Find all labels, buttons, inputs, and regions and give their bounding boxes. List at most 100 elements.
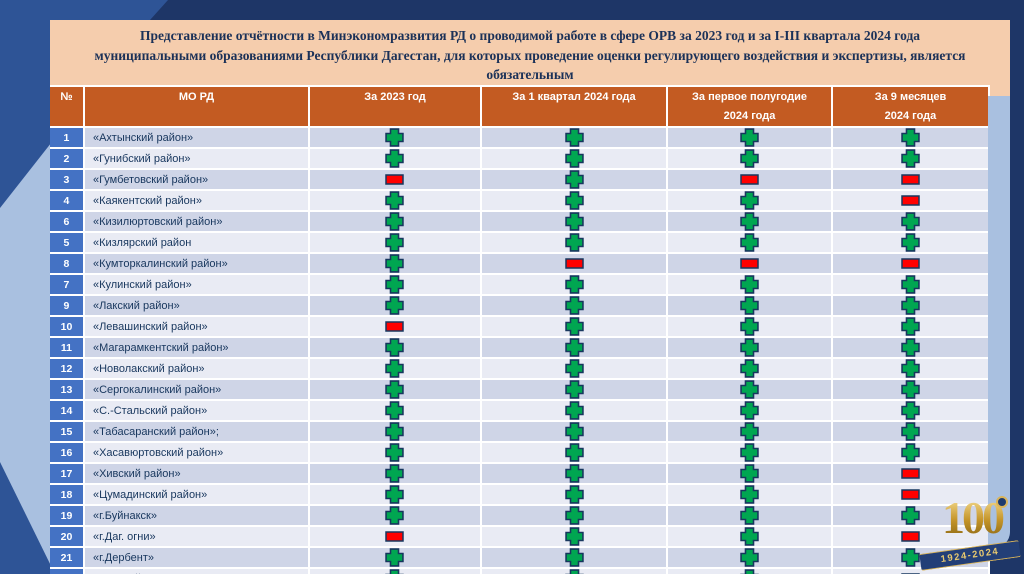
status-cell-9m-2024: [832, 527, 990, 546]
status-plus-icon: [564, 317, 584, 336]
status-plus-icon: [740, 317, 759, 336]
status-plus-icon: [564, 485, 584, 504]
status-minus-icon: [385, 531, 405, 542]
status-cell-h1-2024: [668, 401, 833, 420]
status-cell-9m-2024: [832, 191, 990, 210]
column-header-h1-2024: За первое полугодие 2024 года: [668, 87, 833, 126]
status-plus-icon: [385, 485, 405, 504]
title-box: Представление отчётности в Минэкономразв…: [50, 20, 1010, 96]
status-cell-9m-2024: [832, 569, 990, 574]
municipality-name: «Лакский район»: [84, 296, 310, 315]
slide-title: Представление отчётности в Минэкономразв…: [94, 28, 966, 83]
status-plus-icon: [564, 569, 584, 574]
header-line-2: 2024 года: [723, 110, 776, 122]
status-plus-icon: [385, 548, 405, 567]
status-cell-9m-2024: [832, 317, 990, 336]
status-cell-h1-2024: [668, 506, 833, 525]
table-row: 3 «Гумбетовский район»: [50, 170, 990, 191]
row-number: 8: [50, 254, 85, 273]
status-cell-h1-2024: [668, 380, 833, 399]
status-cell-9m-2024: [832, 338, 990, 357]
status-cell-9m-2024: [832, 401, 990, 420]
municipality-name: «Кизлярский район: [84, 233, 310, 252]
status-cell-9m-2024: [832, 464, 990, 483]
table-row: 21 «г.Дербент»: [50, 548, 990, 569]
status-plus-icon: [385, 464, 405, 483]
status-minus-icon: [564, 258, 584, 269]
status-plus-icon: [740, 569, 759, 574]
column-header-mo-rd: МО РД: [85, 87, 310, 126]
status-plus-icon: [564, 464, 584, 483]
municipality-name: «Кулинский район»: [84, 275, 310, 294]
status-plus-icon: [901, 548, 920, 567]
status-cell-q1-2024: [482, 527, 669, 546]
row-number: 7: [50, 275, 85, 294]
column-header-m9-2024: За 9 месяцев 2024 года: [833, 87, 990, 126]
table-row: 18 «Цумадинский район»: [50, 485, 990, 506]
status-cell-h1-2024: [668, 149, 833, 168]
status-plus-icon: [385, 191, 405, 210]
logo-emblem-icon: [996, 496, 1008, 508]
centenary-logo: 100 1924-2024: [919, 495, 1021, 572]
municipality-name: «Гунибский район»: [84, 149, 310, 168]
status-cell-q1-2024: [482, 254, 669, 273]
status-cell-q1-2024: [482, 380, 669, 399]
row-number: 12: [50, 359, 85, 378]
table-row: 22 «г.Каспийск»: [50, 569, 990, 574]
table-row: 12 «Новолакский район»: [50, 359, 990, 380]
status-cell-q1-2024: [482, 443, 669, 462]
municipality-name: «Гумбетовский район»: [84, 170, 310, 189]
status-plus-icon: [564, 359, 584, 378]
status-cell-2023: [309, 128, 482, 147]
status-cell-2023: [309, 170, 482, 189]
status-minus-icon: [901, 174, 920, 185]
status-cell-2023: [309, 191, 482, 210]
status-cell-q1-2024: [482, 233, 669, 252]
status-plus-icon: [564, 548, 584, 567]
status-plus-icon: [901, 233, 920, 252]
status-cell-q1-2024: [482, 128, 669, 147]
status-plus-icon: [564, 233, 584, 252]
municipality-name: «Ахтынский район»: [84, 128, 310, 147]
row-number: 14: [50, 401, 85, 420]
table-row: 8 «Кумторкалинский район»: [50, 254, 990, 275]
status-cell-h1-2024: [668, 317, 833, 336]
status-cell-9m-2024: [832, 359, 990, 378]
status-minus-icon: [901, 468, 920, 479]
row-number: 16: [50, 443, 85, 462]
status-cell-q1-2024: [482, 191, 669, 210]
status-cell-9m-2024: [832, 422, 990, 441]
status-cell-h1-2024: [668, 212, 833, 231]
status-plus-icon: [901, 128, 920, 147]
municipality-name: «Левашинский район»: [84, 317, 310, 336]
status-plus-icon: [740, 191, 759, 210]
status-plus-icon: [564, 527, 584, 546]
status-minus-icon: [385, 321, 405, 332]
status-minus-icon: [901, 195, 920, 206]
status-cell-q1-2024: [482, 548, 669, 567]
row-number: 9: [50, 296, 85, 315]
municipality-name: «Хивский район»: [84, 464, 310, 483]
status-cell-q1-2024: [482, 275, 669, 294]
status-plus-icon: [901, 212, 920, 231]
table-row: 11 «Магарамкентский район»: [50, 338, 990, 359]
status-cell-9m-2024: [832, 254, 990, 273]
row-number: 5: [50, 233, 85, 252]
status-cell-q1-2024: [482, 359, 669, 378]
status-plus-icon: [740, 296, 759, 315]
status-cell-9m-2024: [832, 128, 990, 147]
status-plus-icon: [385, 233, 405, 252]
status-plus-icon: [740, 548, 759, 567]
status-cell-q1-2024: [482, 401, 669, 420]
status-cell-2023: [309, 443, 482, 462]
status-cell-2023: [309, 527, 482, 546]
municipality-name: «Сергокалинский район»: [84, 380, 310, 399]
logo-years-ribbon: 1924-2024: [919, 540, 1021, 571]
header-line-1: За 1 квартал 2024 года: [512, 91, 636, 103]
table-row: 13 «Сергокалинский район»: [50, 380, 990, 401]
row-number: 4: [50, 191, 85, 210]
status-plus-icon: [740, 464, 759, 483]
status-cell-2023: [309, 233, 482, 252]
status-plus-icon: [901, 380, 920, 399]
